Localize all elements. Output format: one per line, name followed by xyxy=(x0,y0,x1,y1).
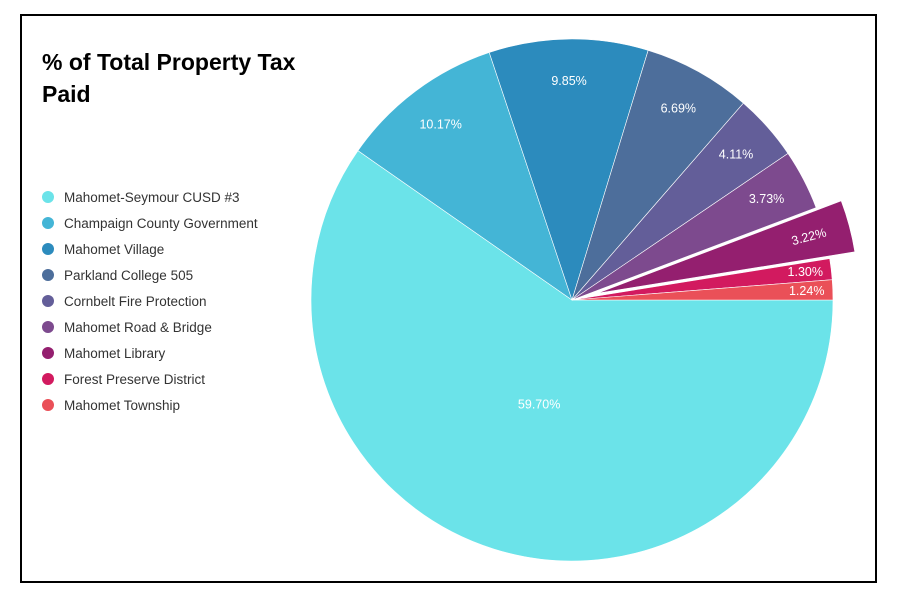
legend-item: Parkland College 505 xyxy=(42,262,258,288)
legend-label: Mahomet-Seymour CUSD #3 xyxy=(64,189,240,205)
pie-slice xyxy=(310,150,834,562)
legend-item: Forest Preserve District xyxy=(42,366,258,392)
legend-label: Cornbelt Fire Protection xyxy=(64,293,207,309)
legend-item: Mahomet Library xyxy=(42,340,258,366)
legend-label: Champaign County Government xyxy=(64,215,258,231)
legend-item: Mahomet Township xyxy=(42,392,258,418)
pie-slice xyxy=(357,52,573,301)
legend-swatch xyxy=(42,191,54,203)
legend-swatch xyxy=(42,269,54,281)
legend-item: Mahomet-Seymour CUSD #3 xyxy=(42,184,258,210)
slice-value-label: 3.73% xyxy=(749,192,784,206)
legend-swatch xyxy=(42,321,54,333)
legend-label: Mahomet Road & Bridge xyxy=(64,319,212,335)
legend-swatch xyxy=(42,373,54,385)
slice-value-label: 6.69% xyxy=(661,101,696,115)
legend-item: Mahomet Road & Bridge xyxy=(42,314,258,340)
legend-label: Forest Preserve District xyxy=(64,371,206,387)
legend-item: Champaign County Government xyxy=(42,210,258,236)
slice-value-label: 1.30% xyxy=(788,265,823,279)
slice-value-label: 4.11% xyxy=(719,148,754,162)
legend-label: Parkland College 505 xyxy=(64,267,194,283)
pie-slice xyxy=(571,279,834,301)
legend-item: Mahomet Village xyxy=(42,236,258,262)
legend-label: Mahomet Library xyxy=(64,345,166,361)
legend-label: Mahomet Village xyxy=(64,241,165,257)
pie-slice xyxy=(571,49,744,301)
legend-swatch xyxy=(42,243,54,255)
legend-swatch xyxy=(42,217,54,229)
slice-value-label: 1.24% xyxy=(789,284,824,298)
slice-value-label: 9.85% xyxy=(551,74,586,88)
pie-slice xyxy=(488,38,649,301)
pie-slice xyxy=(597,200,856,294)
chart-title: % of Total Property Tax Paid xyxy=(42,49,296,107)
pie-slice xyxy=(571,153,817,301)
legend-item: Cornbelt Fire Protection xyxy=(42,288,258,314)
slice-value-label: 59.70% xyxy=(518,398,560,412)
legend-label: Mahomet Township xyxy=(64,397,181,413)
chart-legend: Mahomet-Seymour CUSD #3 Champaign County … xyxy=(42,184,258,418)
slice-value-label: 10.17% xyxy=(419,117,461,131)
legend-swatch xyxy=(42,347,54,359)
legend-swatch xyxy=(42,399,54,411)
legend-swatch xyxy=(42,295,54,307)
